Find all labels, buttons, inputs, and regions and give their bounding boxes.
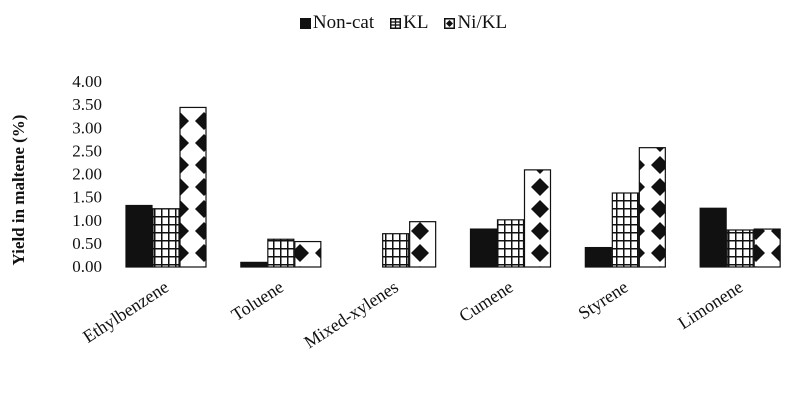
y-tick-label: 3.50 (72, 95, 102, 114)
bar-kl (382, 233, 410, 268)
plot-area: 0.00 0.50 1.00 1.50 2.00 2.50 3.00 3.50 4.00 Ethy… (72, 72, 781, 353)
legend-swatch-kl (390, 17, 402, 29)
bar-kl (152, 208, 180, 268)
y-tick-label: 1.00 (72, 211, 102, 230)
legend-label-ni-kl: Ni/KL (457, 12, 508, 33)
x-tick-label: Ethylbenzene (79, 277, 172, 347)
legend-label-non-cat: Non-cat (312, 12, 375, 33)
y-tick-label: 3.00 (72, 118, 102, 137)
bar-ni-kl (179, 106, 207, 268)
legend-swatch-non-cat (299, 17, 311, 29)
bar-non-cat (125, 204, 153, 268)
x-tick-label: Styrene (575, 277, 632, 324)
legend-label-kl: KL (403, 12, 429, 33)
bar-ni-kl (638, 147, 666, 268)
bar-non-cat (699, 207, 727, 268)
bar-kl (726, 229, 754, 268)
bar-non-cat (469, 228, 498, 268)
bar-non-cat (240, 261, 268, 268)
bar-kl (267, 238, 295, 268)
x-tick-label: Toluene (228, 277, 287, 325)
bar-ni-kl (409, 221, 437, 268)
x-tick-label: Cumene (455, 277, 516, 326)
legend: Non-cat KL Ni/KL (0, 12, 807, 34)
y-tick-label: 4.00 (72, 72, 102, 91)
legend-item-kl: KL (390, 12, 428, 34)
x-tick-label: Mixed-xylenes (300, 277, 401, 353)
bar-kl (611, 192, 639, 268)
bar-ni-kl (523, 169, 552, 268)
bar-ni-kl (294, 240, 322, 268)
y-tick-label: 0.50 (72, 234, 102, 253)
bar-kl (496, 219, 525, 268)
legend-item-ni-kl: Ni/KL (444, 12, 507, 34)
legend-item-non-cat: Non-cat (299, 12, 375, 34)
y-tick-label: 1.50 (72, 188, 102, 207)
bar-ni-kl (753, 228, 781, 268)
legend-swatch-ni-kl (444, 17, 456, 29)
bar-non-cat (584, 246, 612, 268)
y-tick-label: 2.50 (72, 141, 102, 160)
y-tick-label: 0.00 (72, 257, 102, 276)
x-tick-label: Limonene (674, 277, 746, 334)
y-tick-label: 2.00 (72, 165, 102, 184)
